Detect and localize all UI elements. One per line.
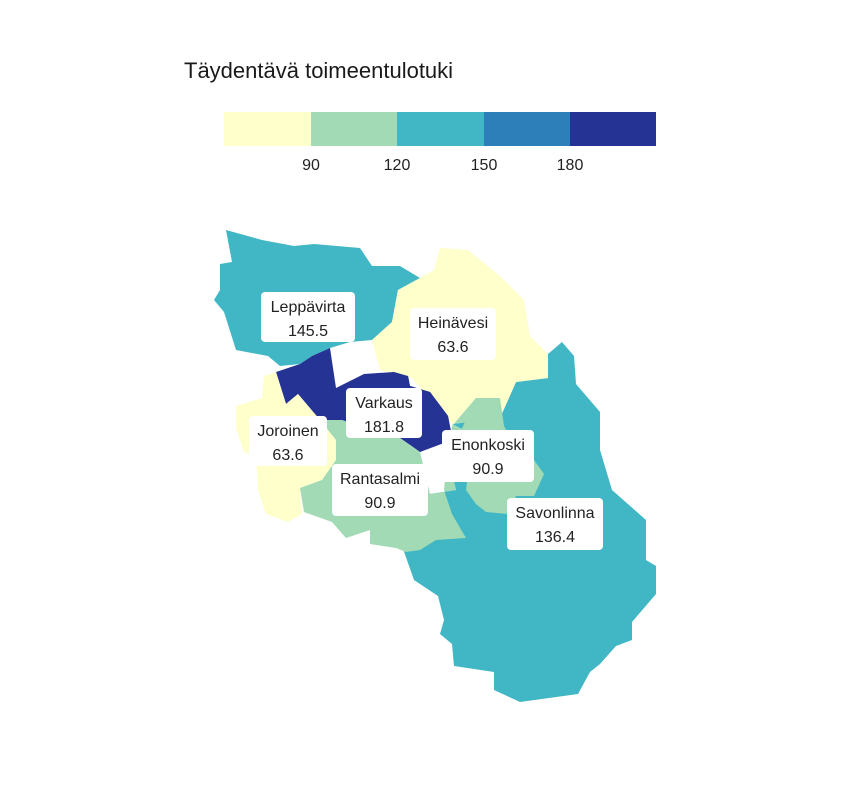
map-labels: Leppävirta 145.5 Heinävesi 63.6 Varkaus … [249, 292, 603, 550]
legend-bin-1 [224, 112, 311, 146]
legend-bin-3 [397, 112, 484, 146]
label-enonkoski: Enonkoski 90.9 [442, 430, 534, 482]
label-heinavesi: Heinävesi 63.6 [410, 308, 496, 360]
label-box [442, 430, 534, 482]
label-value: 145.5 [288, 323, 328, 340]
label-savonlinna: Savonlinna 136.4 [507, 498, 603, 550]
legend-tick-90: 90 [302, 157, 320, 174]
label-box [346, 388, 422, 438]
legend-bin-2 [311, 112, 397, 146]
label-name: Enonkoski [451, 437, 525, 454]
label-box [332, 464, 428, 516]
legend-tick-180: 180 [557, 157, 584, 174]
label-value: 90.9 [472, 461, 503, 478]
legend-tick-150: 150 [471, 157, 498, 174]
legend: 90 120 150 180 [224, 112, 656, 174]
label-box [249, 416, 327, 466]
label-name: Leppävirta [271, 299, 346, 316]
label-leppavirta: Leppävirta 145.5 [261, 292, 355, 342]
label-name: Rantasalmi [340, 471, 420, 488]
label-value: 181.8 [364, 419, 404, 436]
label-value: 63.6 [437, 339, 468, 356]
label-value: 63.6 [272, 447, 303, 464]
label-box [410, 308, 496, 360]
legend-tick-120: 120 [384, 157, 411, 174]
label-joroinen: Joroinen 63.6 [249, 416, 327, 466]
label-value: 90.9 [364, 495, 395, 512]
map-title: Täydentävä toimeentulotuki [184, 58, 453, 83]
label-rantasalmi: Rantasalmi 90.9 [332, 464, 428, 516]
legend-bin-5 [570, 112, 656, 146]
label-name: Varkaus [355, 395, 413, 412]
label-box [261, 292, 355, 342]
label-value: 136.4 [535, 529, 575, 546]
label-box [507, 498, 603, 550]
label-name: Joroinen [257, 423, 318, 440]
label-varkaus: Varkaus 181.8 [346, 388, 422, 438]
legend-bin-4 [484, 112, 570, 146]
label-name: Heinävesi [418, 315, 488, 332]
label-name: Savonlinna [515, 505, 594, 522]
